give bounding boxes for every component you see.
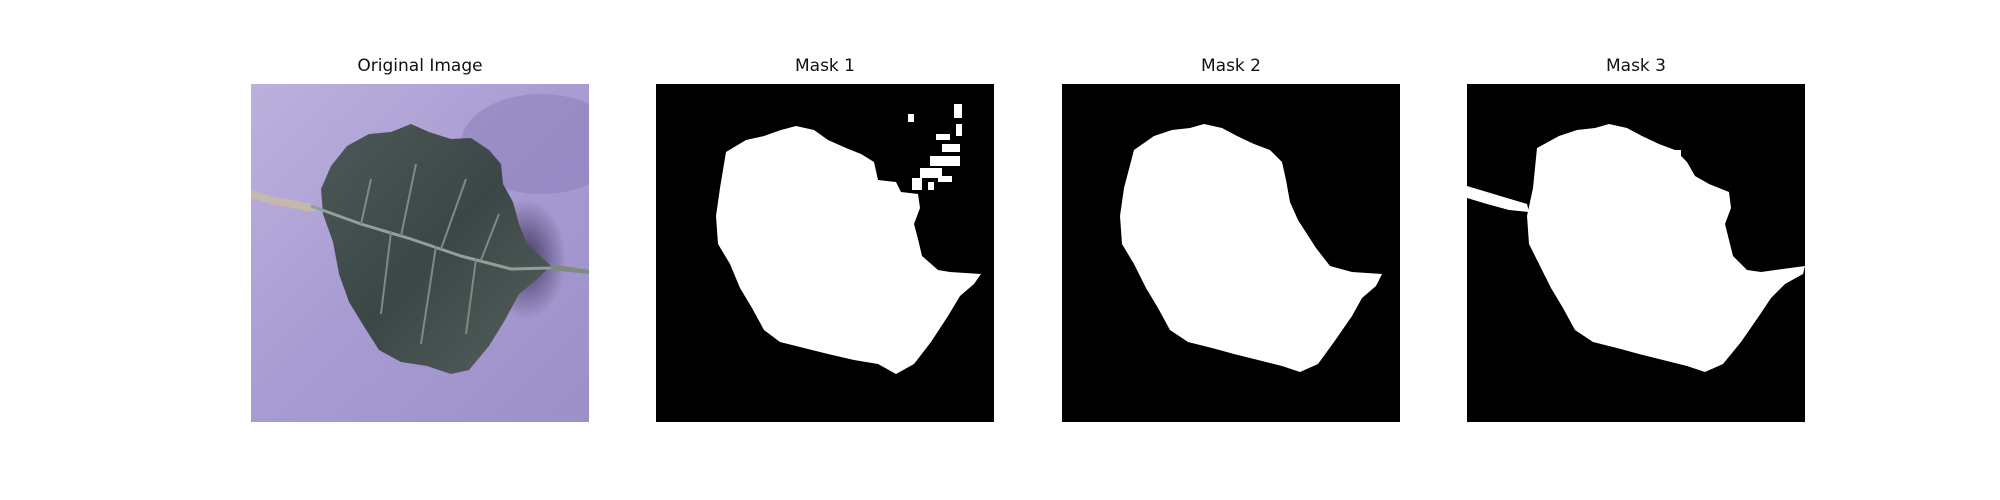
mask-3-image [1467,84,1805,422]
mask-2-shape [1062,84,1400,422]
mask-1-image [656,84,994,422]
panel-title: Original Image [357,56,483,76]
figure-panel-original: Original Image [251,53,589,423]
leaf-photo [251,84,589,422]
panel-title: Mask 2 [1200,56,1261,76]
figure-panel-mask-3: Mask 3 [1467,53,1805,423]
panel-title: Mask 3 [1605,56,1666,76]
original-image [251,84,589,422]
mask-2-image [1062,84,1400,422]
mask-1-shape [656,84,994,422]
panel-title: Mask 1 [794,56,855,76]
figure-panel-mask-1: Mask 1 [656,53,994,423]
mask-3-shape [1467,84,1805,422]
figure-panel-mask-2: Mask 2 [1062,53,1400,423]
